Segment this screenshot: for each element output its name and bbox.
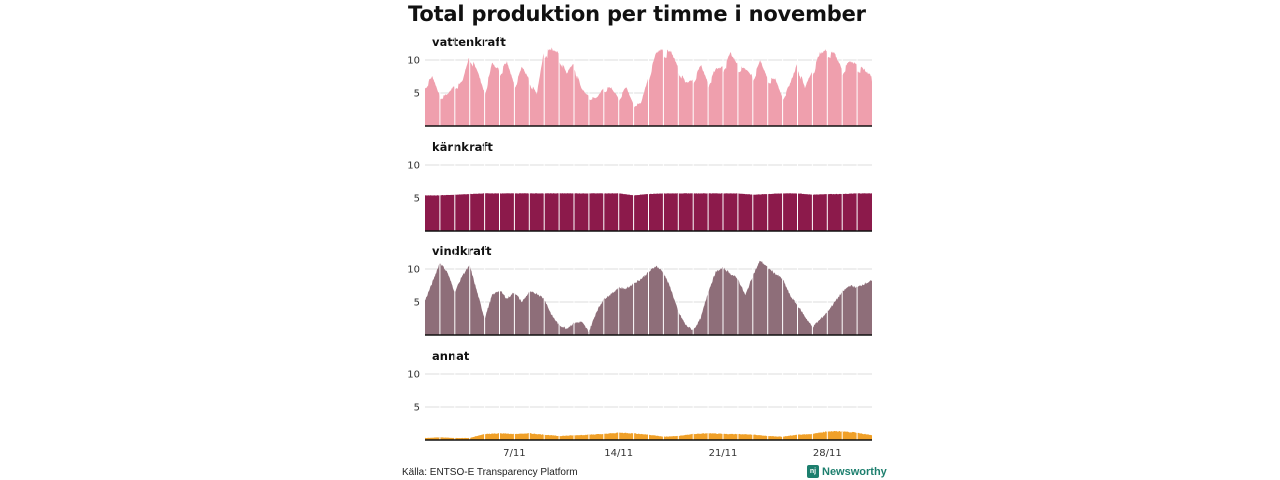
x-tick-label: 28/11 [813, 448, 842, 459]
chart-title: Total produktion per timme i november [408, 2, 866, 26]
brand-name: Newsworthy [822, 465, 887, 478]
y-tick-label: 10 [407, 265, 420, 276]
newsworthy-logo-icon: nj [807, 465, 819, 478]
series-title-vindkraft: vindkraft [432, 244, 492, 258]
y-tick-label: 5 [414, 403, 420, 414]
y-tick-label: 5 [414, 194, 420, 205]
y-tick-label: 10 [407, 56, 420, 67]
source-note: Källa: ENTSO-E Transparency Platform [402, 467, 578, 478]
y-tick-label: 10 [407, 370, 420, 381]
series-title-vattenkraft: vattenkraft [432, 35, 506, 49]
series-title-annat: annat [432, 349, 470, 363]
series-title-k-rnkraft: kärnkraft [432, 140, 493, 154]
x-tick-label: 14/11 [604, 448, 633, 459]
x-tick-label: 7/11 [503, 448, 525, 459]
x-tick-label: 21/11 [709, 448, 738, 459]
brand-logo: nj Newsworthy [807, 465, 887, 478]
y-tick-label: 10 [407, 161, 420, 172]
y-tick-label: 5 [414, 298, 420, 309]
y-tick-label: 5 [414, 89, 420, 100]
